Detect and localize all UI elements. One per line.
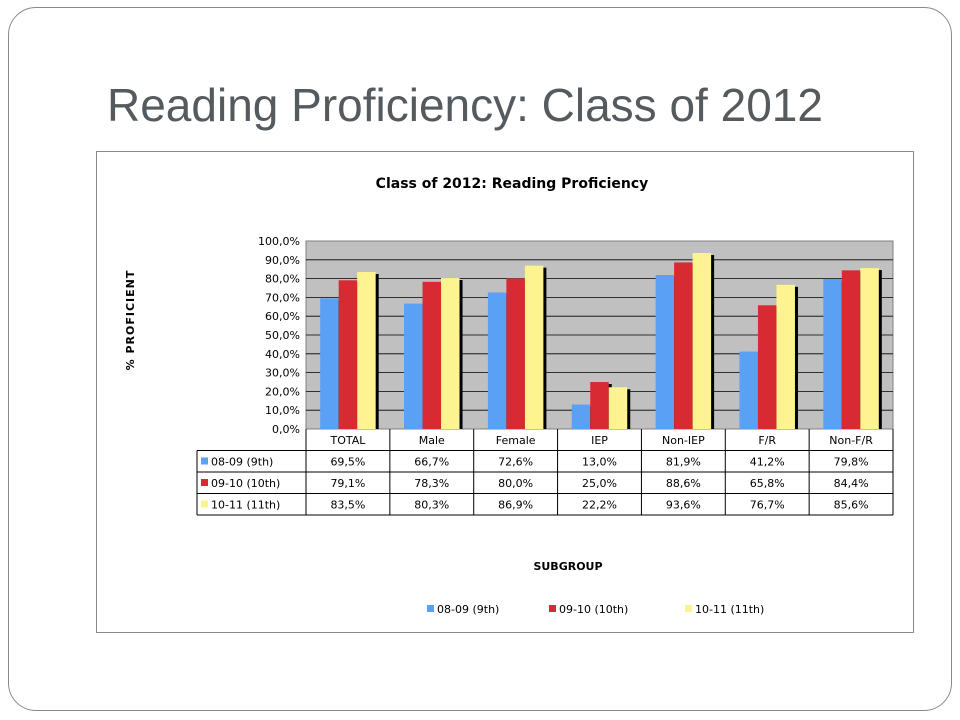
data-label: 83,5% [330,499,365,512]
y-axis-ticks: 0,0% 10,0% 20,0% 30,0% 40,0% 50,0% 60,0% 70,0% 8… [258,235,300,436]
y-tick-label: 30,0% [265,367,300,380]
y-tick-label: 80,0% [265,273,300,286]
legend-label: 08-09 (9th) [437,603,499,616]
legend: 08-09 (9th) 09-10 (10th) 10-11 (11th) [427,603,764,616]
bar [841,270,861,429]
category-label: Female [496,434,536,447]
category-label: IEP [591,434,608,447]
category-label: Male [419,434,445,447]
y-tick-label: 60,0% [265,310,300,323]
data-label: 80,3% [414,499,449,512]
data-label: 88,6% [666,477,701,490]
slide-title: Reading Proficiency: Class of 2012 [107,79,823,131]
data-label: 69,5% [330,456,365,469]
bar [571,404,591,429]
data-label: 78,3% [414,477,449,490]
bar [823,278,842,429]
legend-key [427,605,434,612]
data-label: 84,4% [834,477,869,490]
bar [441,278,460,429]
data-label: 80,0% [498,477,533,490]
bar [674,262,693,429]
data-label: 22,2% [582,499,617,512]
y-tick-label: 50,0% [265,329,300,342]
y-tick-label: 90,0% [265,254,300,267]
data-label: 76,7% [750,499,785,512]
y-tick-label: 70,0% [265,291,300,304]
bar [320,298,339,429]
bar [692,253,712,429]
category-label: F/R [758,434,776,447]
category-label: Non-IEP [662,434,705,447]
bar-chart: 0,0% 10,0% 20,0% 30,0% 40,0% 50,0% 60,0% 70,0% 8… [124,176,894,616]
legend-key [549,605,556,612]
legend-label: 09-10 (10th) [559,603,628,616]
bar [739,351,758,429]
data-label: 81,9% [666,456,701,469]
data-table: TOTAL Male Female IEP Non-IEP F/R Non-F/R 08-09… [196,429,894,516]
category-label: TOTAL [329,434,366,447]
category-label: Non-F/R [829,434,873,447]
table-legend-key [201,479,208,486]
table-series-name: 09-10 (10th) [211,477,280,490]
data-label: 79,1% [330,477,365,490]
table-legend-key [201,457,208,465]
data-label: 65,8% [750,477,785,490]
x-axis-title: SUBGROUP [533,560,602,573]
bar [524,265,544,429]
y-tick-label: 0,0% [272,423,300,436]
bar [506,278,525,429]
bar [860,268,879,429]
bar [422,281,442,429]
data-label: 13,0% [582,456,617,469]
bar [776,284,795,429]
legend-key [685,605,692,612]
data-label: 86,9% [498,499,533,512]
chart-container: 0,0% 10,0% 20,0% 30,0% 40,0% 50,0% 60,0% 70,0% 8… [96,151,914,633]
y-tick-label: 20,0% [265,385,300,398]
data-label: 25,0% [582,477,617,490]
y-tick-label: 40,0% [265,348,300,361]
bar [487,292,507,429]
data-label: 41,2% [750,456,785,469]
bar [357,272,376,429]
table-series-name: 08-09 (9th) [211,456,273,469]
data-label: 66,7% [414,456,449,469]
chart-title: Class of 2012: Reading Proficiency [376,176,649,192]
bar [338,280,358,429]
bar [590,382,609,429]
bar [404,303,423,429]
y-tick-label: 100,0% [258,235,300,248]
data-label: 79,8% [834,456,869,469]
data-label: 72,6% [498,456,533,469]
bar [655,275,675,429]
y-axis-title: % PROFICIENT [124,270,137,371]
bars [320,253,882,429]
bar [757,305,777,429]
table-series-name: 10-11 (11th) [211,499,280,512]
y-tick-label: 10,0% [265,404,300,417]
bar [608,387,628,429]
legend-label: 10-11 (11th) [695,603,764,616]
data-label: 93,6% [666,499,701,512]
table-legend-key [201,500,208,508]
data-label: 85,6% [834,499,869,512]
